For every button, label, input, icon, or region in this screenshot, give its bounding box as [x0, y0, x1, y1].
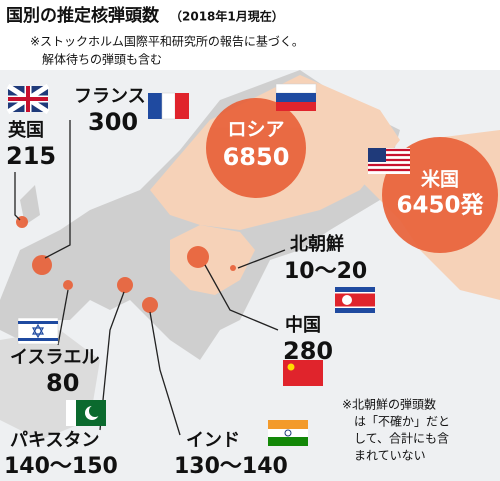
flag-france — [148, 92, 189, 120]
flag-north-korea — [335, 287, 375, 313]
country-value: 140〜150 — [4, 454, 118, 479]
country-value: 6850 — [223, 143, 290, 171]
country-name: フランス — [74, 86, 146, 107]
country-value: 6450発 — [396, 193, 484, 219]
flag-pakistan — [66, 400, 106, 426]
flag-russia — [275, 83, 317, 111]
flag-us — [368, 148, 410, 174]
title: 国別の推定核弾頭数 — [6, 5, 160, 26]
footnote: ※北朝鮮の弾頭数 — [342, 397, 436, 412]
flag-india — [268, 420, 308, 446]
footnote: して、合計にも含 — [354, 431, 449, 446]
country-value: 10〜20 — [284, 259, 367, 284]
country-name: 米国 — [421, 168, 459, 191]
note: 解体待ちの弾頭も含む — [42, 53, 162, 67]
country-name: インド — [186, 430, 240, 451]
country-value: 130〜140 — [174, 454, 288, 479]
country-name: ロシア — [227, 119, 284, 141]
country-value: 215 — [6, 142, 56, 170]
flag-china — [283, 360, 323, 386]
bubbles — [16, 98, 498, 313]
footnote: は「不確か」だと — [354, 414, 450, 429]
country-value: 300 — [88, 108, 138, 136]
country-value: 280 — [283, 337, 333, 365]
flags — [6, 83, 410, 446]
date: （2018年1月現在） — [170, 9, 284, 24]
note: ※ストックホルム国際平和研究所の報告に基づく。 — [30, 35, 304, 49]
country-value: 80 — [46, 369, 79, 397]
leader-lines — [14, 120, 286, 436]
flag-uk — [6, 83, 50, 115]
country-name: 北朝鮮 — [290, 233, 344, 255]
country-name: 中国 — [285, 314, 321, 336]
country-name: 英国 — [7, 119, 44, 141]
country-name: パキスタン — [10, 430, 99, 451]
flag-israel — [17, 317, 59, 345]
country-name: イスラエル — [10, 347, 99, 368]
footnote: まれていない — [354, 449, 426, 463]
